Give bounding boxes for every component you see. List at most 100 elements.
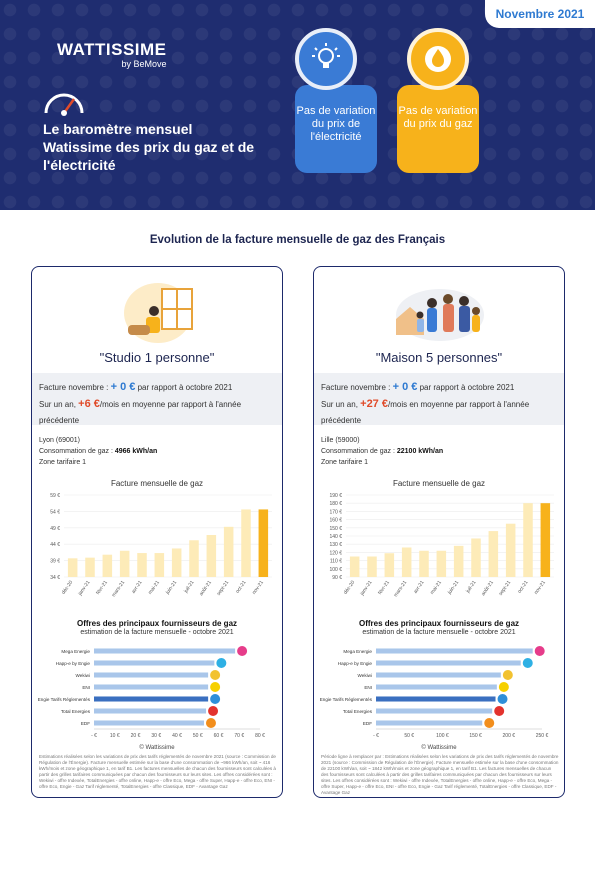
category-label: Wekiwi bbox=[76, 673, 90, 678]
x-tick-label: janv-21 bbox=[359, 580, 374, 598]
bar bbox=[94, 708, 207, 714]
bar bbox=[376, 696, 496, 702]
yearly-change-value: +6 € bbox=[78, 398, 100, 410]
consumption-label: Consommation de gaz : bbox=[321, 448, 397, 455]
bar bbox=[94, 720, 204, 726]
y-tick-label: 180 € bbox=[329, 501, 342, 507]
y-tick-label: 140 € bbox=[329, 534, 342, 540]
x-tick-label: févr-21 bbox=[377, 580, 391, 596]
bar bbox=[540, 503, 551, 577]
electricity-card: Pas de variation du prix de l'électricit… bbox=[295, 85, 377, 173]
bar bbox=[119, 550, 130, 577]
lightbulb-icon bbox=[295, 28, 357, 90]
monthly-change-label: Facture novembre : bbox=[39, 383, 111, 392]
offers-chart: Mega Energie Happ-e by Engie Wekiwi ENI Engi… bbox=[38, 646, 265, 739]
bar bbox=[453, 545, 464, 577]
bar bbox=[206, 535, 217, 577]
y-tick-label: 160 € bbox=[329, 518, 342, 524]
x-tick-label: janv-21 bbox=[77, 580, 92, 598]
offers-chart-title: Offres des principaux fournisseurs de ga… bbox=[76, 619, 238, 628]
yearly-change-suffix: /mois en moyenne par rapport à l'année p… bbox=[321, 400, 530, 425]
content-sheet: Evolution de la facture mensuelle de gaz… bbox=[0, 210, 595, 879]
category-label: Mega Energie bbox=[343, 649, 372, 654]
x-tick-label: juil-21 bbox=[182, 580, 195, 595]
y-tick-label: 44 € bbox=[50, 542, 60, 548]
location-info: Lyon (69001) Consommation de gaz : 4966 … bbox=[39, 435, 157, 468]
offers-chart-subtitle: estimation de la facture mensuelle - oct… bbox=[80, 629, 234, 636]
y-tick-label: 34 € bbox=[50, 575, 60, 581]
bar bbox=[523, 503, 533, 577]
copyright: © Wattissime bbox=[139, 745, 175, 751]
consumption-value: 4966 kWh/an bbox=[114, 448, 158, 455]
flame-icon bbox=[407, 28, 469, 90]
y-tick-label: 110 € bbox=[330, 559, 342, 565]
category-label: Total Energies bbox=[61, 709, 91, 714]
y-tick-label: 190 € bbox=[329, 493, 342, 499]
bar bbox=[137, 553, 147, 577]
x-tick-label: 200 € bbox=[503, 733, 516, 739]
x-tick-label: déc-20 bbox=[61, 580, 75, 596]
city: Lille (59000) bbox=[321, 437, 360, 444]
bar bbox=[189, 540, 199, 577]
bar bbox=[94, 684, 209, 690]
section-title: Evolution de la facture mensuelle de gaz… bbox=[149, 234, 446, 246]
supplier-logo-icon bbox=[205, 718, 216, 728]
bar bbox=[94, 660, 215, 666]
y-tick-label: 90 € bbox=[332, 575, 342, 581]
consumption: Consommation de gaz : 22100 kWh/an bbox=[321, 446, 443, 457]
offers-chart-title: Offres des principaux fournisseurs de ga… bbox=[358, 619, 520, 628]
x-tick-label: mai-21 bbox=[429, 580, 443, 596]
panel-title: "Studio 1 personne" bbox=[99, 350, 215, 365]
bar bbox=[505, 523, 516, 577]
consumption: Consommation de gaz : 4966 kWh/an bbox=[39, 446, 157, 457]
y-tick-label: 54 € bbox=[50, 509, 60, 515]
bar bbox=[376, 720, 483, 726]
x-tick-label: 150 € bbox=[469, 733, 482, 739]
category-label: Happ-e by Engie bbox=[56, 661, 91, 666]
x-tick-label: 50 € bbox=[404, 733, 414, 739]
x-tick-label: 250 € bbox=[536, 733, 549, 739]
monthly-change: Facture novembre : + 0 € par rapport à o… bbox=[321, 379, 557, 396]
supplier-logo-icon bbox=[237, 646, 248, 656]
electricity-card-text: Pas de variation du prix de l'électricit… bbox=[296, 105, 376, 143]
yearly-change: Sur un an, +6 €/mois en moyenne par rapp… bbox=[39, 396, 275, 429]
x-tick-label: oct-21 bbox=[517, 580, 530, 595]
supplier-logo-icon bbox=[210, 670, 221, 680]
bar bbox=[171, 548, 182, 577]
x-tick-label: avr-21 bbox=[131, 580, 144, 595]
offers-chart-subtitle: estimation de la facture mensuelle - oct… bbox=[362, 629, 516, 636]
bar bbox=[241, 509, 251, 577]
x-tick-label: 60 € bbox=[214, 733, 224, 739]
category-label: Mega Energie bbox=[61, 649, 90, 654]
family-illustration bbox=[314, 275, 566, 345]
category-label: Wekiwi bbox=[358, 673, 372, 678]
x-tick-label: 50 € bbox=[193, 733, 203, 739]
bar bbox=[488, 531, 499, 577]
header: Novembre 2021 WATTISSIME by BeMove Le ba… bbox=[0, 0, 595, 210]
brand-name: WATTISSIME bbox=[57, 40, 167, 59]
category-label: EDF bbox=[81, 721, 90, 726]
price-summary: Facture novembre : + 0 € par rapport à o… bbox=[314, 373, 564, 425]
supplier-logo-icon bbox=[502, 670, 513, 680]
y-tick-label: 170 € bbox=[329, 509, 342, 515]
x-tick-label: mars-21 bbox=[393, 580, 409, 599]
x-tick-label: août-21 bbox=[198, 580, 213, 598]
page-title: Le baromètre mensuel Watissime des prix … bbox=[43, 121, 255, 173]
zone: Zone tarifaire 1 bbox=[39, 459, 87, 466]
supplier-logo-icon bbox=[210, 694, 221, 704]
x-tick-label: nov-21 bbox=[251, 580, 265, 596]
studio-illustration bbox=[32, 275, 284, 345]
x-tick-label: juin-21 bbox=[164, 580, 178, 597]
bar bbox=[258, 509, 269, 577]
x-tick-label: sept-21 bbox=[216, 580, 231, 597]
x-tick-label: avr-21 bbox=[413, 580, 426, 595]
zone: Zone tarifaire 1 bbox=[321, 459, 369, 466]
city: Lyon (69001) bbox=[39, 437, 80, 444]
bar bbox=[67, 558, 78, 577]
x-tick-label: - € bbox=[91, 733, 97, 739]
supplier-logo-icon bbox=[497, 694, 508, 704]
bar bbox=[94, 672, 209, 678]
bar bbox=[94, 648, 236, 654]
bar bbox=[401, 547, 412, 577]
supplier-logo-icon bbox=[208, 706, 219, 716]
